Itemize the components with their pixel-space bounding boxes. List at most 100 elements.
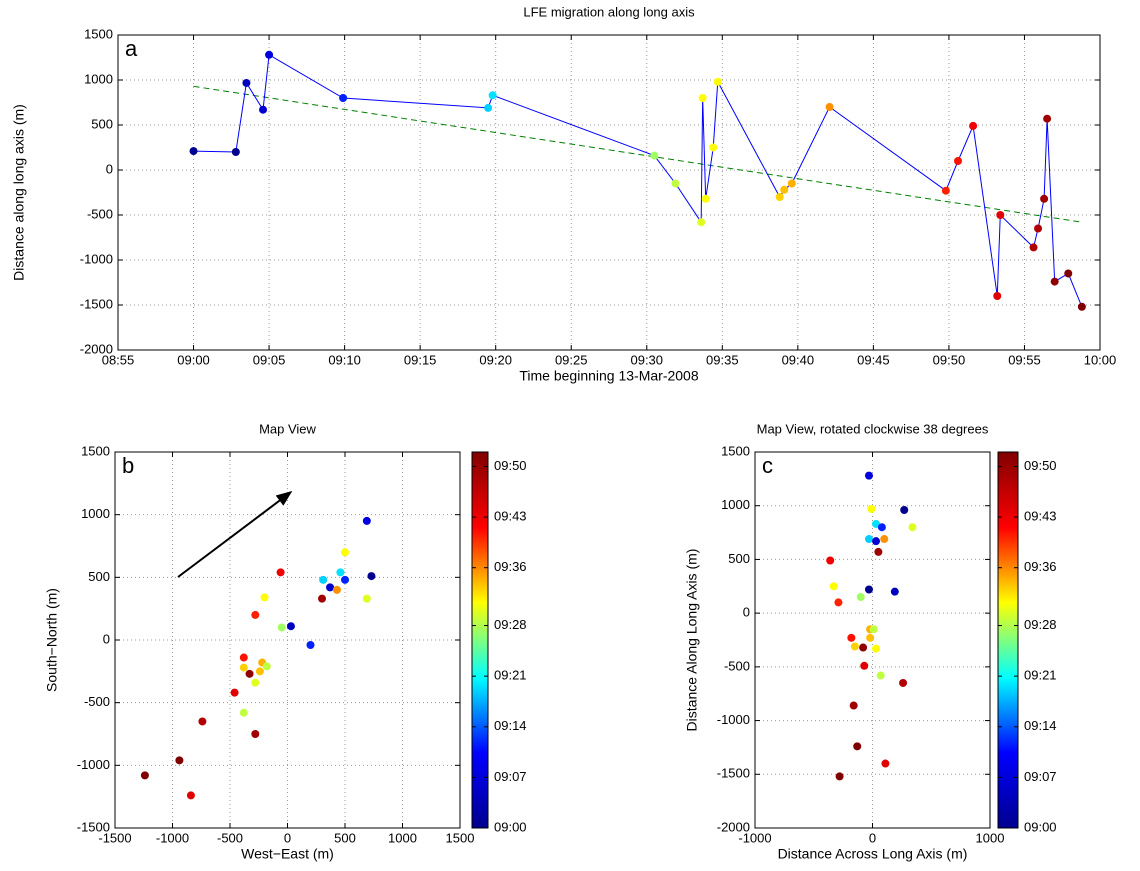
event-marker bbox=[877, 523, 886, 532]
event-marker bbox=[239, 663, 248, 672]
event-marker bbox=[780, 185, 789, 194]
event-marker bbox=[1050, 277, 1059, 286]
plot-frame bbox=[117, 34, 1101, 351]
event-marker bbox=[341, 575, 349, 584]
colorbar-label: 09:07 bbox=[494, 769, 527, 784]
colorbar-label: 09:14 bbox=[1024, 718, 1057, 733]
event-marker bbox=[829, 582, 838, 591]
event-marker bbox=[864, 585, 873, 594]
y-tick-label: 1000 bbox=[81, 506, 110, 521]
y-tick-label: -2000 bbox=[717, 819, 750, 834]
event-marker bbox=[709, 143, 718, 152]
event-marker bbox=[908, 523, 917, 532]
event-marker bbox=[484, 103, 493, 112]
event-marker bbox=[993, 292, 1002, 300]
plot-area bbox=[118, 35, 1100, 350]
event-marker bbox=[1029, 243, 1038, 252]
y-axis-label: Distance along long axis (m) bbox=[11, 104, 27, 281]
event-marker bbox=[259, 105, 268, 114]
event-marker bbox=[341, 548, 349, 557]
event-marker bbox=[367, 572, 376, 581]
colorbar-label: 09:28 bbox=[494, 617, 527, 632]
panel-label: b bbox=[122, 453, 134, 478]
x-tick-label: 09:15 bbox=[404, 352, 437, 367]
event-marker bbox=[265, 50, 274, 59]
event-marker bbox=[186, 791, 195, 800]
y-tick-label: -1000 bbox=[717, 712, 750, 727]
event-marker bbox=[969, 121, 978, 130]
x-tick-label: 10:00 bbox=[1084, 352, 1117, 367]
colorbar bbox=[471, 451, 489, 829]
event-marker bbox=[835, 772, 844, 781]
x-tick-label: 08:55 bbox=[102, 352, 135, 367]
event-marker bbox=[701, 194, 710, 203]
event-marker bbox=[826, 556, 835, 565]
event-marker bbox=[869, 625, 878, 634]
plot-frame bbox=[754, 451, 991, 829]
x-tick-label: 1000 bbox=[976, 830, 1005, 845]
x-tick-label: 500 bbox=[334, 830, 356, 845]
y-tick-label: 500 bbox=[88, 569, 110, 584]
colorbar-label: 09:00 bbox=[494, 819, 527, 834]
panel-label: a bbox=[125, 36, 138, 61]
y-axis-label: Distance Along Long Axis (m) bbox=[684, 549, 700, 732]
event-marker bbox=[866, 633, 875, 642]
event-marker bbox=[175, 756, 184, 765]
x-tick-label: 1500 bbox=[446, 830, 475, 845]
event-marker bbox=[255, 667, 264, 676]
y-tick-label: -1500 bbox=[77, 819, 110, 834]
y-tick-label: 1500 bbox=[721, 443, 750, 458]
event-marker bbox=[276, 568, 285, 577]
x-axis-label: Time beginning 13-Mar-2008 bbox=[519, 368, 698, 384]
x-tick-label: 09:20 bbox=[479, 352, 512, 367]
event-marker bbox=[245, 669, 254, 678]
y-tick-label: 500 bbox=[728, 551, 750, 566]
x-tick-label: 09:05 bbox=[253, 352, 286, 367]
event-marker bbox=[319, 575, 328, 584]
y-tick-label: -1500 bbox=[80, 296, 113, 311]
x-tick-label: -1500 bbox=[98, 830, 131, 845]
y-tick-label: -1000 bbox=[80, 251, 113, 266]
chart-title: Map View bbox=[259, 421, 316, 436]
event-marker bbox=[1040, 194, 1049, 203]
event-marker bbox=[1064, 269, 1073, 278]
event-marker bbox=[189, 147, 198, 156]
chart-title: LFE migration along long axis bbox=[523, 4, 695, 19]
event-marker bbox=[834, 598, 843, 607]
event-marker bbox=[251, 610, 260, 619]
colorbar-label: 09:36 bbox=[494, 559, 527, 574]
x-tick-label: 0 bbox=[869, 830, 876, 845]
colorbar-label: 09:00 bbox=[1024, 819, 1057, 834]
event-marker bbox=[671, 179, 680, 188]
event-marker bbox=[713, 77, 722, 86]
x-tick-label: 09:40 bbox=[782, 352, 815, 367]
event-marker bbox=[488, 91, 497, 100]
x-tick-label: -500 bbox=[217, 830, 243, 845]
event-marker bbox=[336, 568, 345, 577]
x-axis-label: Distance Across Long Axis (m) bbox=[778, 846, 968, 862]
chart-title: Map View, rotated clockwise 38 degrees bbox=[757, 421, 989, 436]
y-tick-label: 0 bbox=[743, 605, 750, 620]
y-tick-label: -500 bbox=[84, 694, 110, 709]
colorbar-label: 09:07 bbox=[1024, 769, 1057, 784]
x-tick-label: 1000 bbox=[388, 830, 417, 845]
x-tick-label: 09:00 bbox=[177, 352, 210, 367]
y-tick-label: 1000 bbox=[84, 71, 113, 86]
event-marker bbox=[860, 661, 869, 670]
y-tick-label: -500 bbox=[87, 206, 113, 221]
colorbar-label: 09:50 bbox=[1024, 458, 1057, 473]
event-marker bbox=[849, 701, 858, 710]
colorbar-label: 09:21 bbox=[494, 668, 527, 683]
plot-frame bbox=[114, 451, 461, 829]
event-marker bbox=[899, 678, 908, 687]
event-marker bbox=[880, 535, 889, 544]
event-marker bbox=[853, 742, 862, 751]
event-marker bbox=[775, 193, 784, 201]
y-tick-label: -500 bbox=[724, 658, 750, 673]
event-marker bbox=[251, 730, 260, 738]
event-marker bbox=[1034, 224, 1043, 233]
y-tick-label: 1500 bbox=[84, 26, 113, 41]
y-tick-label: 1000 bbox=[721, 497, 750, 512]
y-tick-label: -2000 bbox=[80, 341, 113, 356]
